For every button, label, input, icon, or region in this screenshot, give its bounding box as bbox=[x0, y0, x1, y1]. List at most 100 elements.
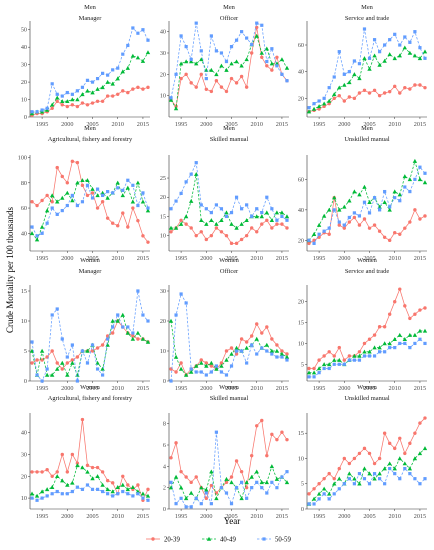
data-point bbox=[357, 192, 362, 197]
data-point bbox=[55, 212, 59, 216]
data-point bbox=[90, 465, 95, 470]
data-point bbox=[34, 237, 40, 242]
data-point bbox=[398, 43, 402, 47]
data-point bbox=[214, 72, 219, 77]
data-point bbox=[403, 466, 407, 471]
data-point bbox=[259, 480, 264, 485]
data-point bbox=[357, 358, 362, 362]
data-point bbox=[382, 341, 387, 346]
data-point bbox=[244, 345, 249, 350]
data-point bbox=[387, 461, 392, 466]
data-point bbox=[316, 104, 322, 109]
series-50-59 bbox=[169, 430, 289, 509]
data-point bbox=[322, 96, 326, 100]
data-point bbox=[184, 475, 188, 479]
data-point bbox=[234, 345, 239, 350]
data-point bbox=[322, 104, 326, 109]
data-point bbox=[316, 222, 322, 227]
series-line-40-49 bbox=[31, 179, 149, 241]
data-point bbox=[250, 343, 254, 347]
data-point bbox=[135, 180, 141, 185]
data-point bbox=[244, 218, 249, 223]
data-point bbox=[110, 489, 115, 494]
data-point bbox=[95, 465, 100, 470]
data-point bbox=[423, 416, 427, 420]
data-point bbox=[337, 85, 342, 90]
x-tick-label: 2015 bbox=[137, 513, 149, 520]
data-point bbox=[382, 91, 387, 95]
data-point bbox=[90, 90, 95, 95]
data-point bbox=[337, 357, 342, 362]
data-point bbox=[146, 487, 150, 492]
data-point bbox=[342, 99, 347, 103]
series-line-20-39 bbox=[170, 323, 288, 376]
data-point bbox=[50, 82, 54, 86]
series-line-50-59 bbox=[170, 22, 288, 98]
x-tick-label: 2010 bbox=[112, 385, 124, 392]
data-point bbox=[80, 178, 85, 183]
data-point bbox=[275, 355, 279, 359]
data-point bbox=[169, 96, 173, 100]
data-point bbox=[417, 451, 423, 456]
data-point bbox=[178, 61, 184, 66]
data-point bbox=[131, 331, 135, 335]
data-point bbox=[270, 47, 274, 51]
x-tick-label: 2010 bbox=[389, 121, 401, 128]
data-point bbox=[327, 101, 331, 106]
data-point bbox=[393, 299, 397, 304]
data-point bbox=[284, 480, 290, 485]
data-point bbox=[214, 364, 218, 368]
panel-men-skilled-manual: Men Skilled manual 10 15 20 25 1995 2000 2005 201… bbox=[160, 125, 290, 262]
data-point bbox=[265, 491, 269, 495]
data-point bbox=[255, 322, 259, 326]
data-point bbox=[382, 431, 387, 435]
data-point bbox=[352, 72, 357, 77]
data-point bbox=[100, 343, 105, 347]
data-point bbox=[347, 80, 352, 85]
data-point bbox=[357, 350, 362, 354]
data-point bbox=[260, 418, 264, 423]
data-point bbox=[70, 97, 75, 102]
y-tick-label: 20 bbox=[160, 71, 166, 78]
data-point bbox=[275, 437, 279, 442]
data-point bbox=[115, 484, 120, 489]
data-point bbox=[274, 476, 280, 481]
series-50-59 bbox=[30, 178, 150, 238]
panel-group-title: Men bbox=[84, 4, 97, 11]
data-point bbox=[85, 178, 90, 183]
data-point bbox=[347, 220, 352, 224]
data-point bbox=[70, 159, 75, 164]
x-tick-label: 2010 bbox=[251, 255, 263, 262]
data-point bbox=[413, 431, 417, 435]
x-tick-label: 2000 bbox=[200, 513, 212, 520]
data-point bbox=[45, 193, 49, 198]
data-point bbox=[382, 235, 387, 239]
data-point bbox=[101, 489, 105, 494]
data-point bbox=[347, 215, 351, 220]
data-point bbox=[393, 32, 397, 36]
data-point bbox=[254, 336, 259, 341]
y-tick-label: 0 bbox=[24, 378, 27, 385]
data-point bbox=[70, 103, 75, 107]
data-point bbox=[106, 492, 110, 496]
data-point bbox=[239, 221, 244, 226]
y-tick-label: 2 bbox=[163, 485, 166, 492]
data-point bbox=[183, 59, 189, 64]
data-point bbox=[234, 195, 239, 199]
y-tick-label: 10 bbox=[298, 340, 304, 347]
data-point bbox=[214, 49, 218, 53]
y-tick-label: 10 bbox=[160, 233, 166, 240]
data-point bbox=[95, 187, 100, 191]
data-point bbox=[70, 193, 74, 198]
data-point bbox=[413, 312, 417, 316]
data-point bbox=[179, 76, 183, 81]
data-point bbox=[418, 83, 422, 87]
data-point bbox=[372, 223, 377, 227]
y-tick-label: 5 bbox=[301, 481, 304, 488]
data-point bbox=[398, 436, 402, 440]
data-point bbox=[168, 225, 174, 230]
data-point bbox=[136, 85, 140, 90]
data-point bbox=[412, 332, 418, 337]
data-point bbox=[244, 480, 249, 485]
data-point bbox=[224, 476, 229, 481]
